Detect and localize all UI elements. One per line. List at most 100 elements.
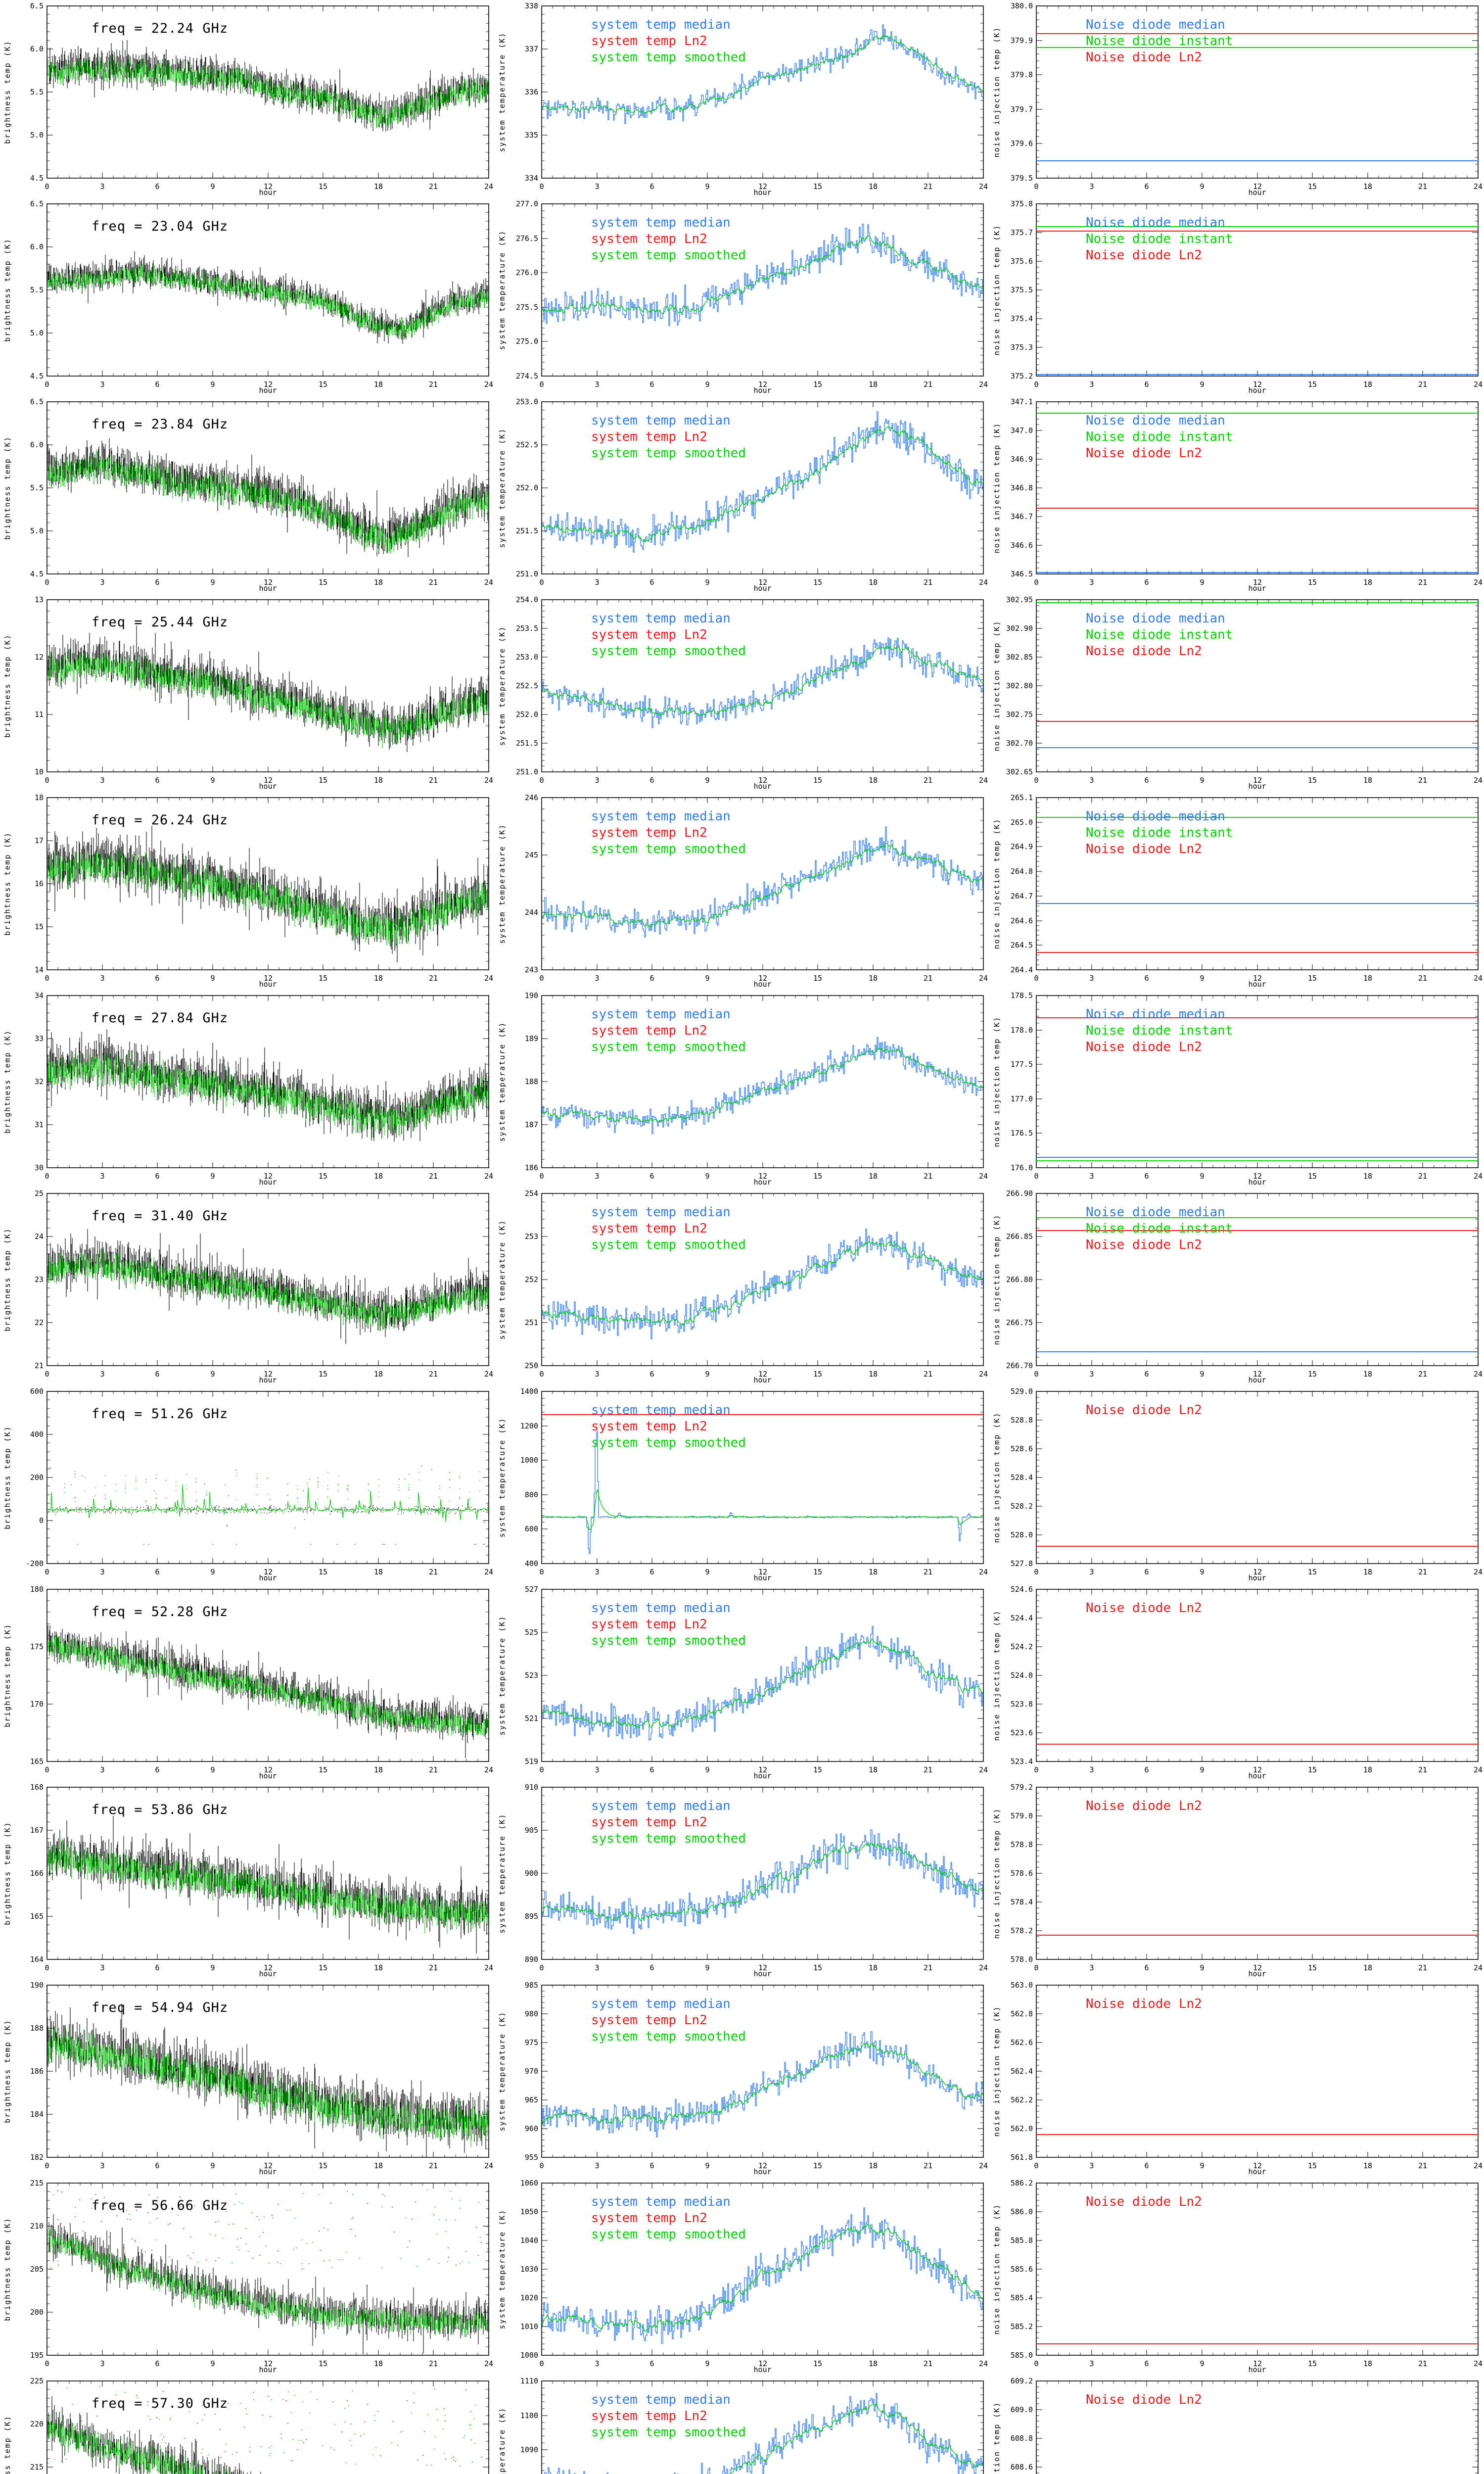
y-axis-label: noise injection temp (K) <box>992 2402 1001 2474</box>
brightness-plot-row2-chart: 0 3 6 9 12 15 18 21 24 4.5 5.0 5.5 6.0 6.5 hour brightn… <box>3 199 493 395</box>
x-tick-label: 18 <box>1363 182 1372 191</box>
x-tick-label: 18 <box>374 776 383 785</box>
y-tick-label: 346.8 <box>1011 483 1033 492</box>
y-tick-label: 175 <box>30 1642 44 1651</box>
x-tick-label: 24 <box>484 1370 493 1379</box>
system-temp-smoothed-line <box>542 2224 983 2332</box>
x-tick-label: 3 <box>1089 2161 1094 2170</box>
x-tick-label: 18 <box>1363 1172 1372 1181</box>
x-tick-label: 0 <box>539 2359 544 2368</box>
y-tick-label: 5.5 <box>30 483 44 492</box>
y-axis-label: noise injection temp (K) <box>992 1610 1001 1741</box>
y-tick-label: 31 <box>35 1120 44 1129</box>
y-tick-label: 13 <box>35 595 44 604</box>
legend-entry: Noise diode instant <box>1086 1221 1233 1236</box>
system-temp-smoothed-line <box>542 1047 983 1123</box>
y-tick-label: 195 <box>30 2351 44 2360</box>
x-tick-label: 15 <box>813 380 822 389</box>
system-temp-median-line <box>542 826 983 938</box>
x-tick-label: 21 <box>1418 1963 1427 1972</box>
x-tick-label: 15 <box>319 2161 327 2170</box>
y-tick-label: 585.8 <box>1011 2236 1033 2245</box>
y-tick-label: 1040 <box>520 2236 538 2245</box>
legend-entry: system temp median <box>591 215 731 230</box>
legend-entry: system temp median <box>591 17 731 32</box>
x-tick-label: 21 <box>924 1765 932 1774</box>
x-axis-label: hour <box>753 188 771 197</box>
y-tick-label: 375.8 <box>1011 199 1033 208</box>
y-tick-label: 302.95 <box>1006 595 1033 604</box>
x-axis-label: hour <box>259 1969 277 1978</box>
x-tick-label: 21 <box>924 1370 932 1379</box>
y-tick-label: 245 <box>525 851 538 859</box>
y-tick-label: 379.7 <box>1011 105 1033 114</box>
x-tick-label: 18 <box>374 578 383 587</box>
y-tick-label: 251 <box>525 1318 538 1327</box>
y-axis-label: brightness temp (K) <box>3 2019 12 2123</box>
y-tick-label: 21 <box>35 1361 44 1370</box>
x-tick-label: 18 <box>374 1963 383 1972</box>
x-tick-label: 0 <box>539 380 544 389</box>
y-tick-label: 585.2 <box>1011 2322 1033 2331</box>
y-tick-label: 379.6 <box>1011 139 1033 148</box>
x-axis-label: hour <box>1248 1376 1266 1384</box>
x-axis-label: hour <box>753 2167 771 2176</box>
y-tick-label: 244 <box>525 908 538 917</box>
brightness-plot-row1-chart: 0 3 6 9 12 15 18 21 24 4.5 5.0 5.5 6.0 6.5 hour brightn… <box>3 1 493 197</box>
y-tick-label: 578.2 <box>1011 1926 1033 1935</box>
x-axis-label: hour <box>1248 980 1266 989</box>
x-axis-label: hour <box>1248 1573 1266 1582</box>
legend-entry: system temp smoothed <box>591 1040 746 1054</box>
x-tick-label: 12 <box>758 1172 767 1181</box>
y-axis-label: noise injection temp (K) <box>992 225 1001 356</box>
x-tick-label: 0 <box>1034 1172 1038 1181</box>
x-tick-label: 0 <box>45 1172 49 1181</box>
system-temp-median-line <box>542 2207 983 2344</box>
legend-entry: Noise diode instant <box>1086 1023 1233 1038</box>
x-tick-label: 24 <box>979 1370 988 1379</box>
y-tick-label: 190 <box>525 991 538 1000</box>
x-tick-label: 3 <box>595 380 599 389</box>
legend-entry: system temp Ln2 <box>591 1419 707 1434</box>
x-tick-label: 6 <box>155 2161 159 2170</box>
y-tick-label: 252.0 <box>516 483 538 492</box>
x-tick-label: 18 <box>1363 578 1372 587</box>
x-tick-label: 0 <box>1034 578 1038 587</box>
y-tick-label: 176.0 <box>1011 1163 1033 1172</box>
brightness-plot-row5-chart: 0 3 6 9 12 15 18 21 24 14 15 16 17 18 hour brightness t… <box>3 793 493 989</box>
y-tick-label: 1060 <box>520 2179 538 2188</box>
legend-entry: system temp Ln2 <box>591 429 707 444</box>
y-tick-label: 5.0 <box>30 526 44 535</box>
legend-entry: system temp median <box>591 1997 731 2011</box>
x-tick-label: 18 <box>1363 380 1372 389</box>
x-tick-label: 18 <box>869 1963 878 1972</box>
x-tick-label: 12 <box>1253 182 1262 191</box>
legend-entry: system temp median <box>591 413 731 428</box>
x-tick-label: 12 <box>264 1963 273 1972</box>
y-tick-label: 266.80 <box>1006 1275 1033 1284</box>
brightness-series-filtered <box>47 851 488 949</box>
legend-entry: system temp Ln2 <box>591 1221 707 1236</box>
x-tick-label: 18 <box>374 2359 383 2368</box>
x-tick-label: 6 <box>155 1963 159 1972</box>
x-tick-label: 3 <box>595 1172 599 1181</box>
x-tick-label: 12 <box>758 776 767 785</box>
system-temp-median-line <box>542 637 983 728</box>
y-tick-label: 264.5 <box>1011 941 1033 950</box>
y-tick-label: 528.8 <box>1011 1416 1033 1425</box>
y-tick-label: 170 <box>30 1700 44 1709</box>
noise-diode-plot-row13: 03691215182124608.0608.2608.4608.6608.86… <box>989 2375 1484 2474</box>
x-tick-label: 24 <box>1474 974 1483 983</box>
y-axis-label: noise injection temp (K) <box>992 1808 1001 1939</box>
x-tick-label: 3 <box>1089 974 1094 983</box>
x-tick-label: 24 <box>1474 1765 1483 1774</box>
noise-diode-plot-row5: 0 3 6 9 12 15 18 21 24 264.4 264.5 264.6 264.7 264.8 2… <box>989 792 1484 990</box>
x-tick-label: 18 <box>869 2359 878 2368</box>
x-tick-label: 3 <box>100 2161 104 2170</box>
x-axis-label: hour <box>753 1376 771 1384</box>
y-axis-label: noise injection temp (K) <box>992 1214 1001 1345</box>
x-tick-label: 9 <box>210 1963 215 1972</box>
x-tick-label: 12 <box>1253 578 1262 587</box>
y-tick-label: 276.5 <box>516 234 538 243</box>
brightness-plot-row7: 0 3 6 9 12 15 18 21 24 21 22 23 24 25 hour brightness t… <box>0 1188 495 1385</box>
